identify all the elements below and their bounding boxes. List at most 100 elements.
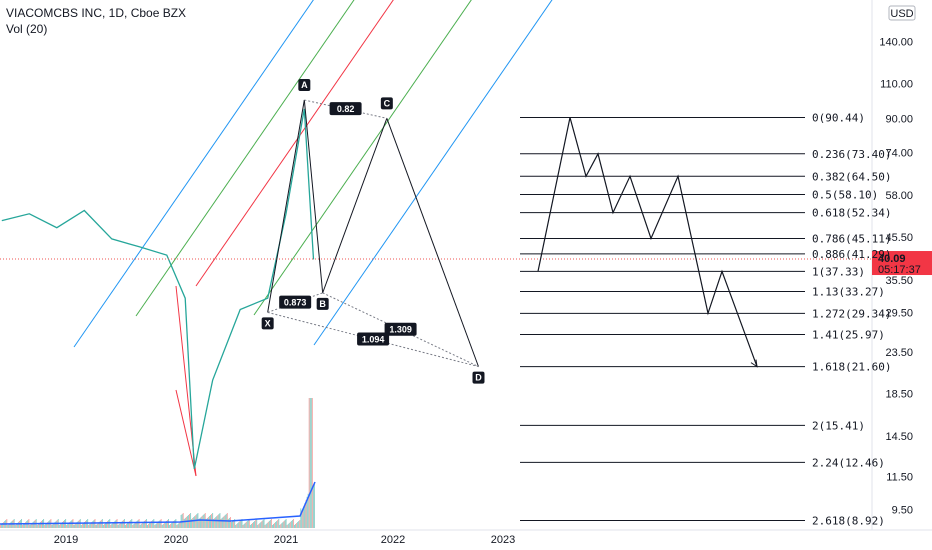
volume-bar bbox=[66, 525, 68, 528]
volume-bar bbox=[163, 523, 165, 528]
volume-bar bbox=[298, 521, 300, 528]
volume-bar bbox=[123, 519, 125, 528]
volume-bar bbox=[267, 522, 269, 528]
volume-bar bbox=[154, 525, 156, 528]
volume-bar bbox=[51, 525, 53, 528]
volume-bar bbox=[170, 524, 172, 528]
volume-bar bbox=[239, 521, 241, 528]
volume-bar bbox=[100, 520, 102, 528]
harmonic-ratio-badge bbox=[329, 102, 362, 116]
volume-bar bbox=[81, 524, 83, 528]
volume-bar bbox=[159, 520, 161, 528]
volume-bar bbox=[192, 518, 194, 528]
volume-bar bbox=[108, 520, 110, 528]
volume-bar bbox=[61, 522, 63, 528]
volume-bar bbox=[294, 525, 295, 528]
y-tick-label: 29.50 bbox=[885, 307, 913, 319]
volume-bar bbox=[98, 522, 100, 528]
volume-bar bbox=[126, 524, 127, 528]
pitchfork-line bbox=[313, 0, 553, 346]
fib-level-label: 0(90.44) bbox=[812, 111, 865, 124]
volume-bar bbox=[71, 520, 73, 528]
volume-bar bbox=[177, 524, 179, 528]
volume-bar bbox=[228, 518, 230, 528]
harmonic-ratio-label: 1.094 bbox=[362, 334, 385, 344]
y-tick-label: 110.00 bbox=[880, 78, 913, 90]
volume-bar bbox=[7, 525, 9, 528]
volume-bar bbox=[220, 519, 222, 528]
volume-bar bbox=[165, 521, 167, 528]
pitchfork-line bbox=[195, 0, 394, 287]
volume-indicator-label: Vol (20) bbox=[6, 22, 48, 36]
volume-bar bbox=[73, 525, 75, 528]
fib-level-label: 0.382(64.50) bbox=[812, 170, 891, 183]
volume-bar bbox=[290, 521, 292, 528]
volume-bar bbox=[143, 521, 145, 528]
volume-bar bbox=[222, 517, 224, 528]
harmonic-ratio-line bbox=[322, 292, 479, 368]
volume-bar bbox=[278, 519, 280, 528]
volume-bar bbox=[269, 520, 271, 528]
volume-bar bbox=[265, 524, 267, 528]
volume-bar bbox=[194, 516, 196, 528]
y-tick-label: 58.00 bbox=[885, 190, 913, 202]
volume-bar bbox=[175, 519, 177, 528]
x-tick-label: 2021 bbox=[274, 534, 298, 546]
volume-bar bbox=[90, 523, 92, 528]
volume-bar bbox=[150, 522, 152, 528]
harmonic-point-label: C bbox=[384, 98, 391, 108]
volume-bar bbox=[80, 525, 82, 528]
price-tag-countdown: 05:17:37 bbox=[878, 264, 921, 276]
volume-bar bbox=[155, 524, 157, 528]
volume-bar bbox=[29, 525, 31, 528]
harmonic-ratio-badge bbox=[279, 295, 312, 309]
x-tick-label: 2020 bbox=[164, 534, 188, 546]
volume-bar bbox=[208, 516, 210, 528]
fib-level-label: 1(37.33) bbox=[812, 265, 865, 278]
volume-bar bbox=[30, 524, 32, 528]
volume-bar bbox=[271, 525, 273, 528]
volume-bar bbox=[181, 514, 183, 528]
volume-bar bbox=[114, 521, 116, 528]
volume-bar bbox=[145, 519, 147, 528]
volume-bar bbox=[54, 522, 56, 528]
volume-bar bbox=[8, 524, 10, 528]
fib-level-label: 0.5(58.10) bbox=[812, 188, 878, 201]
volume-bar bbox=[274, 523, 276, 528]
fib-level-label: 2(15.41) bbox=[812, 419, 865, 432]
volume-bar bbox=[184, 518, 186, 528]
y-tick-label: 90.00 bbox=[885, 113, 913, 125]
volume-bar bbox=[172, 522, 174, 528]
projection-arrow-icon bbox=[750, 359, 758, 368]
volume-bar bbox=[198, 519, 200, 528]
volume-bar bbox=[238, 522, 240, 528]
pitchfork-line bbox=[253, 0, 472, 316]
volume-bar bbox=[164, 522, 166, 528]
x-tick-label: 2023 bbox=[491, 534, 515, 546]
volume-bar bbox=[88, 525, 90, 528]
volume-bar bbox=[275, 522, 277, 528]
fib-level-label: 2.618(8.92) bbox=[812, 514, 885, 527]
volume-bar bbox=[69, 522, 71, 528]
volume-bar bbox=[213, 519, 215, 528]
y-tick-label: 45.50 bbox=[885, 232, 913, 244]
volume-bar bbox=[183, 519, 185, 528]
y-tick-label: 140.00 bbox=[879, 36, 913, 48]
fib-level-label: 1.272(29.34) bbox=[812, 307, 891, 320]
volume-bar bbox=[122, 520, 124, 528]
volume-bar bbox=[277, 520, 279, 528]
volume-bar bbox=[243, 524, 245, 528]
volume-ma-line bbox=[0, 481, 316, 525]
volume-bar bbox=[46, 523, 48, 528]
y-tick-label: 11.50 bbox=[886, 471, 913, 483]
volume-bar bbox=[82, 523, 84, 528]
volume-bar bbox=[22, 525, 24, 528]
volume-bar bbox=[297, 522, 299, 528]
volume-bar bbox=[45, 524, 47, 528]
harmonic-point-badge bbox=[472, 371, 485, 384]
volume-bar bbox=[37, 524, 39, 528]
volume-bar bbox=[9, 523, 11, 528]
harmonic-leg bbox=[322, 118, 388, 294]
harmonic-point-badge bbox=[380, 97, 393, 110]
